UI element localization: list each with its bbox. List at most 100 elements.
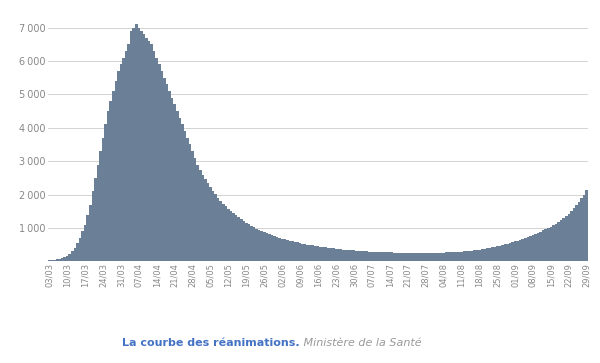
Bar <box>434 253 437 261</box>
Bar <box>196 164 199 261</box>
Bar <box>378 252 381 261</box>
Bar <box>250 226 253 261</box>
Bar <box>214 194 217 261</box>
Bar <box>570 211 572 261</box>
Bar <box>465 251 468 261</box>
Bar <box>115 81 117 261</box>
Bar <box>470 250 473 261</box>
Bar <box>173 105 176 261</box>
Text: La courbe des réanimations.: La courbe des réanimations. <box>122 338 300 348</box>
Bar <box>527 237 529 261</box>
Bar <box>232 213 235 261</box>
Bar <box>493 247 496 261</box>
Bar <box>383 252 386 261</box>
Bar <box>299 243 301 261</box>
Bar <box>304 244 307 261</box>
Bar <box>104 125 107 261</box>
Bar <box>255 229 258 261</box>
Bar <box>238 217 240 261</box>
Bar <box>562 218 565 261</box>
Bar <box>517 241 519 261</box>
Bar <box>376 252 378 261</box>
Bar <box>89 205 92 261</box>
Bar <box>166 84 168 261</box>
Bar <box>240 219 242 261</box>
Bar <box>483 249 485 261</box>
Bar <box>273 236 276 261</box>
Bar <box>189 144 191 261</box>
Bar <box>460 252 463 261</box>
Bar <box>307 245 309 261</box>
Bar <box>452 252 455 261</box>
Bar <box>491 248 493 261</box>
Bar <box>414 253 416 261</box>
Bar <box>557 222 560 261</box>
Bar <box>112 91 115 261</box>
Bar <box>329 248 332 261</box>
Bar <box>122 58 125 261</box>
Bar <box>293 242 296 261</box>
Bar <box>125 51 127 261</box>
Bar <box>309 245 311 261</box>
Bar <box>235 215 238 261</box>
Bar <box>61 258 64 261</box>
Bar <box>345 250 347 261</box>
Bar <box>127 44 130 261</box>
Bar <box>440 253 442 261</box>
Bar <box>501 245 503 261</box>
Bar <box>457 252 460 261</box>
Bar <box>365 251 368 261</box>
Bar <box>514 241 517 261</box>
Bar <box>544 229 547 261</box>
Bar <box>271 235 273 261</box>
Bar <box>184 131 186 261</box>
Bar <box>394 253 396 261</box>
Bar <box>137 28 140 261</box>
Bar <box>355 250 358 261</box>
Bar <box>473 250 475 261</box>
Bar <box>281 238 283 261</box>
Bar <box>565 216 568 261</box>
Bar <box>347 250 350 261</box>
Bar <box>48 260 50 261</box>
Bar <box>301 244 304 261</box>
Bar <box>524 238 527 261</box>
Bar <box>117 71 119 261</box>
Bar <box>317 246 319 261</box>
Bar <box>227 209 230 261</box>
Bar <box>66 256 68 261</box>
Bar <box>74 248 76 261</box>
Text: Ministère de la Santé: Ministère de la Santé <box>300 338 422 348</box>
Bar <box>130 31 133 261</box>
Bar <box>204 179 206 261</box>
Bar <box>319 247 322 261</box>
Bar <box>224 206 227 261</box>
Bar <box>212 191 214 261</box>
Bar <box>568 213 570 261</box>
Bar <box>363 251 365 261</box>
Bar <box>268 234 271 261</box>
Bar <box>102 138 104 261</box>
Bar <box>253 227 255 261</box>
Bar <box>168 91 171 261</box>
Bar <box>381 252 383 261</box>
Bar <box>242 221 245 261</box>
Bar <box>133 28 135 261</box>
Bar <box>119 64 122 261</box>
Bar <box>161 71 163 261</box>
Bar <box>586 189 588 261</box>
Bar <box>427 253 430 261</box>
Bar <box>547 228 550 261</box>
Bar <box>370 252 373 261</box>
Bar <box>519 240 521 261</box>
Bar <box>283 239 286 261</box>
Bar <box>314 246 317 261</box>
Bar <box>373 252 376 261</box>
Bar <box>532 235 534 261</box>
Bar <box>107 111 109 261</box>
Bar <box>578 202 580 261</box>
Bar <box>76 243 79 261</box>
Bar <box>550 227 552 261</box>
Bar <box>50 260 53 261</box>
Bar <box>296 242 299 261</box>
